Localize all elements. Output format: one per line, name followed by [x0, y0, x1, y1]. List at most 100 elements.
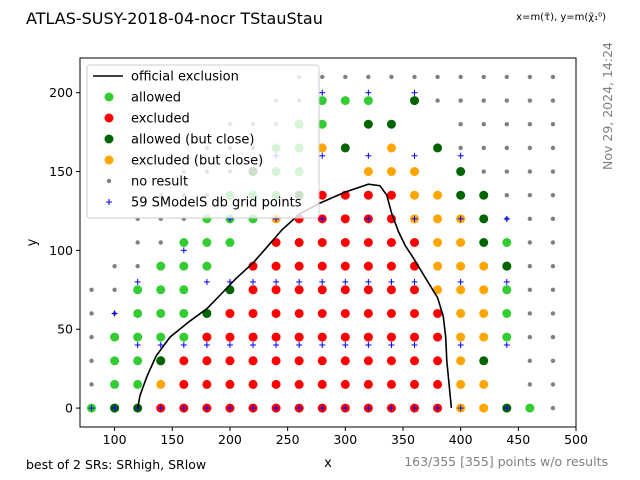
grid-point-marker [273, 278, 280, 285]
allowed-point [133, 308, 143, 318]
allowed-close-point [386, 119, 396, 129]
grid-point-marker [411, 89, 418, 96]
x-tick-label: 500 [564, 432, 588, 447]
allowed-point [156, 332, 166, 342]
no-result-point [504, 98, 509, 103]
grid-point-marker [457, 342, 464, 348]
no-result-point [550, 382, 556, 387]
legend-item: allowed [104, 91, 181, 106]
excluded-point [179, 379, 189, 389]
excluded-point [433, 379, 443, 389]
x-axis: 100 150 200 250 300 350 400 450 500 [103, 427, 588, 447]
excluded-point [386, 356, 396, 366]
excluded-point [248, 356, 258, 366]
allowed-close-point [456, 190, 466, 200]
y-tick-label: 150 [49, 164, 73, 179]
grid-point-marker [365, 215, 372, 222]
no-result-point [550, 287, 556, 293]
no-result-point [158, 240, 163, 245]
no-result-point [481, 98, 486, 103]
no-result-point [527, 382, 533, 387]
y-axis-label: y [25, 238, 40, 246]
no-result-point [527, 240, 533, 245]
grid-point-marker [296, 405, 303, 412]
excluded-point [363, 261, 373, 271]
excluded-point [271, 356, 281, 366]
no-result-point [550, 169, 556, 174]
excluded-point [271, 261, 281, 271]
no-result-point [89, 287, 94, 293]
no-result-point [481, 74, 486, 80]
legend-item: excluded [104, 112, 190, 127]
grid-point-marker [411, 278, 418, 285]
excluded-point [363, 190, 373, 200]
excluded-point [248, 379, 258, 389]
excluded-close-point [456, 379, 466, 389]
excluded-point [340, 285, 350, 295]
excluded-point [294, 285, 304, 295]
grid-point-marker [411, 152, 418, 159]
allowed-point [317, 96, 327, 106]
excluded-point [386, 285, 396, 295]
legend-label: 59 SModelS db grid points [131, 196, 302, 211]
no-result-point [504, 122, 509, 127]
no-result-point [550, 122, 556, 127]
no-result-point [89, 334, 94, 340]
excluded-point [271, 308, 281, 318]
no-result-point [550, 240, 556, 245]
legend-item: official exclusion [93, 70, 239, 85]
excluded-point [433, 308, 443, 318]
no-result-point [412, 74, 417, 80]
grid-point-marker [180, 247, 187, 254]
allowed-point [133, 332, 143, 342]
excluded-close-point [479, 379, 489, 389]
grid-point-marker [503, 405, 510, 412]
legend-marker [104, 134, 114, 144]
excluded-point [225, 379, 235, 389]
excluded-point [386, 308, 396, 318]
allowed-close-point [479, 190, 489, 200]
no-result-point [320, 74, 325, 80]
grid-point-marker [411, 405, 418, 412]
excluded-close-point [410, 167, 420, 177]
allowed-point [156, 261, 166, 271]
no-result-point [527, 263, 533, 269]
excluded-point [410, 379, 420, 389]
no-result-point [504, 145, 509, 151]
no-result-point [527, 98, 533, 103]
excluded-point [410, 308, 420, 318]
allowed-close-point [340, 143, 350, 153]
excluded-close-point [363, 167, 373, 177]
grid-point-marker [180, 405, 187, 412]
excluded-point [179, 356, 189, 366]
allowed-point [502, 308, 512, 318]
x-tick-label: 400 [449, 432, 473, 447]
no-result-point [481, 122, 486, 127]
allowed-point [179, 238, 189, 247]
grid-point-marker [342, 342, 349, 348]
x-axis-label: x [324, 456, 332, 471]
grid-point-marker [388, 405, 395, 412]
no-result-point [89, 358, 94, 363]
no-result-point [481, 145, 486, 151]
excluded-close-point [479, 285, 489, 295]
grid-point-marker [180, 342, 187, 348]
excluded-point [386, 379, 396, 389]
excluded-close-point [156, 379, 166, 389]
legend-marker [104, 113, 114, 123]
excluded-point [317, 379, 327, 389]
legend-label: allowed (but close) [131, 133, 255, 148]
no-result-point [112, 287, 117, 293]
allowed-point [179, 261, 189, 271]
legend-label: no result [131, 175, 188, 190]
grid-point-marker [250, 342, 257, 348]
grid-point-marker [457, 152, 464, 159]
y-tick-label: 0 [65, 401, 73, 416]
no-result-point [458, 145, 463, 151]
y-tick-label: 50 [57, 322, 73, 337]
x-tick-label: 450 [506, 432, 530, 447]
x-tick-label: 150 [160, 432, 184, 447]
legend-box [86, 64, 320, 219]
allowed-point [502, 238, 512, 247]
no-result-point [504, 192, 509, 198]
